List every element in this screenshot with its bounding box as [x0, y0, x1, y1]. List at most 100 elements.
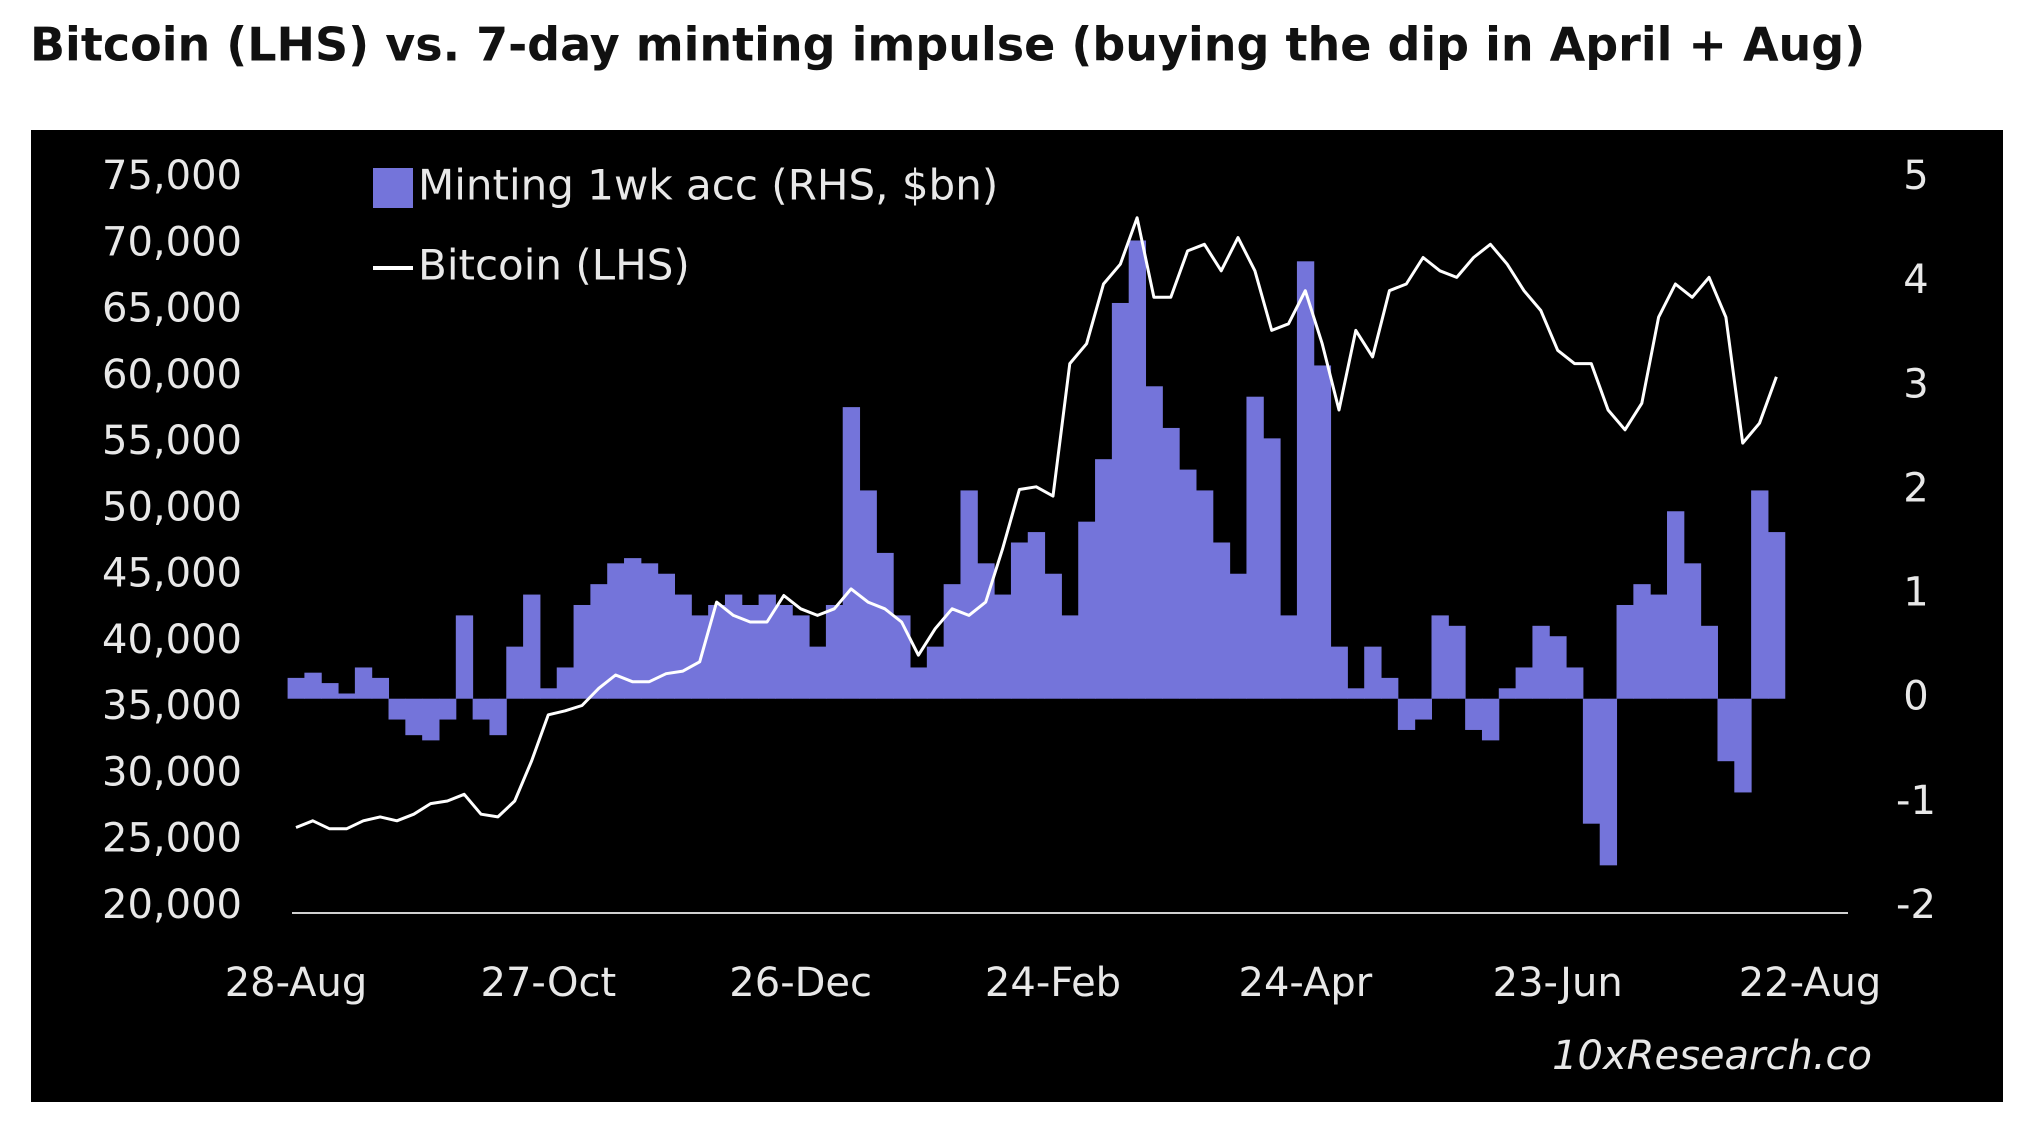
bar: [1633, 584, 1651, 699]
legend-label: Bitcoin (LHS): [418, 241, 690, 290]
bar: [792, 615, 810, 699]
y-tick-label: 45,000: [102, 551, 242, 597]
y-tick-label: 20,000: [102, 882, 242, 928]
bar: [1229, 573, 1247, 699]
bar: [1734, 698, 1752, 793]
bar: [893, 615, 911, 699]
bar: [573, 604, 591, 699]
bar: [556, 667, 575, 699]
bar: [607, 563, 625, 699]
x-tick-label: 23-Jun: [1493, 960, 1623, 1006]
x-tick-label: 27-Oct: [481, 960, 617, 1006]
bar: [809, 646, 827, 699]
bar: [523, 594, 541, 699]
bar: [842, 407, 861, 699]
bar: [1111, 302, 1130, 699]
bar: [1566, 667, 1584, 699]
bar: [1061, 615, 1079, 699]
bar: [1246, 396, 1264, 699]
bar: [1582, 698, 1601, 824]
x-tick-label: 28-Aug: [225, 960, 368, 1006]
bar: [1515, 667, 1533, 699]
y-tick-label: 65,000: [102, 286, 242, 332]
bar: [354, 667, 373, 699]
bar: [1667, 511, 1685, 699]
chart-title: Bitcoin (LHS) vs. 7-day minting impulse …: [30, 18, 1865, 72]
bar: [1313, 365, 1332, 699]
y2-tick-label: 5: [1903, 153, 1928, 199]
bar: [1280, 615, 1298, 699]
x-tick-label: 22-Aug: [1739, 960, 1882, 1006]
y-tick-label: 40,000: [102, 617, 242, 663]
bar: [1414, 698, 1432, 720]
bar: [624, 558, 642, 699]
bar: [960, 490, 978, 699]
bar: [1044, 573, 1062, 699]
bar: [1195, 490, 1214, 699]
bar: [1179, 469, 1197, 699]
bar: [1212, 542, 1231, 699]
bar: [1145, 386, 1163, 699]
y-tick-label: 35,000: [102, 683, 242, 729]
bar: [775, 604, 793, 699]
bar: [1717, 698, 1735, 762]
bar: [1599, 698, 1618, 866]
y2-tick-label: -1: [1896, 778, 1936, 824]
bar: [506, 646, 524, 699]
bar: [1683, 563, 1702, 699]
bar: [910, 667, 928, 699]
bar: [1027, 532, 1046, 699]
bar: [1330, 646, 1348, 699]
bar: [472, 698, 490, 720]
legend-label: Minting 1wk acc (RHS, $bn): [418, 161, 998, 210]
bar: [943, 584, 961, 699]
bar: [1162, 427, 1180, 699]
y-tick-label: 55,000: [102, 418, 242, 464]
bar: [1128, 240, 1147, 699]
y-tick-label: 60,000: [102, 352, 242, 398]
bar: [422, 698, 440, 741]
bar: [724, 594, 743, 699]
y2-tick-label: 3: [1903, 361, 1928, 407]
bar: [1296, 261, 1315, 699]
x-tick-label: 24-Feb: [985, 960, 1121, 1006]
bar: [1465, 698, 1483, 730]
bar: [1549, 636, 1567, 699]
bar: [825, 604, 844, 699]
bar: [994, 594, 1012, 699]
bar: [388, 698, 406, 720]
line: [295, 216, 1778, 831]
bar: [1767, 532, 1786, 699]
bar: [321, 683, 339, 699]
y2-tick-label: 0: [1903, 674, 1928, 720]
bar: [338, 693, 356, 699]
bar: [926, 646, 945, 699]
y-tick-label: 75,000: [102, 153, 242, 199]
x-tick-label: 26-Dec: [729, 960, 872, 1006]
y-tick-label: 70,000: [102, 219, 242, 265]
bar: [489, 698, 507, 736]
bar: [539, 688, 558, 699]
bar: [1532, 625, 1550, 699]
bar: [1751, 490, 1769, 699]
bar: [977, 563, 995, 699]
bar: [304, 672, 322, 699]
bar: [1616, 604, 1634, 699]
x-tick-label: 24-Apr: [1239, 960, 1373, 1006]
bar: [1481, 698, 1500, 741]
y2-tick-label: 4: [1903, 257, 1928, 303]
bar: [438, 698, 457, 720]
bar: [590, 584, 608, 699]
bar: [1010, 542, 1029, 699]
bar: [455, 615, 474, 699]
bar: [657, 573, 675, 699]
bar: [876, 552, 894, 699]
bar: [287, 677, 305, 699]
bar: [708, 604, 726, 699]
y2-tick-label: 1: [1903, 570, 1928, 616]
bar: [1448, 625, 1466, 699]
bar: [1364, 646, 1382, 699]
y-tick-label: 50,000: [102, 484, 242, 530]
bar: [1078, 521, 1096, 699]
